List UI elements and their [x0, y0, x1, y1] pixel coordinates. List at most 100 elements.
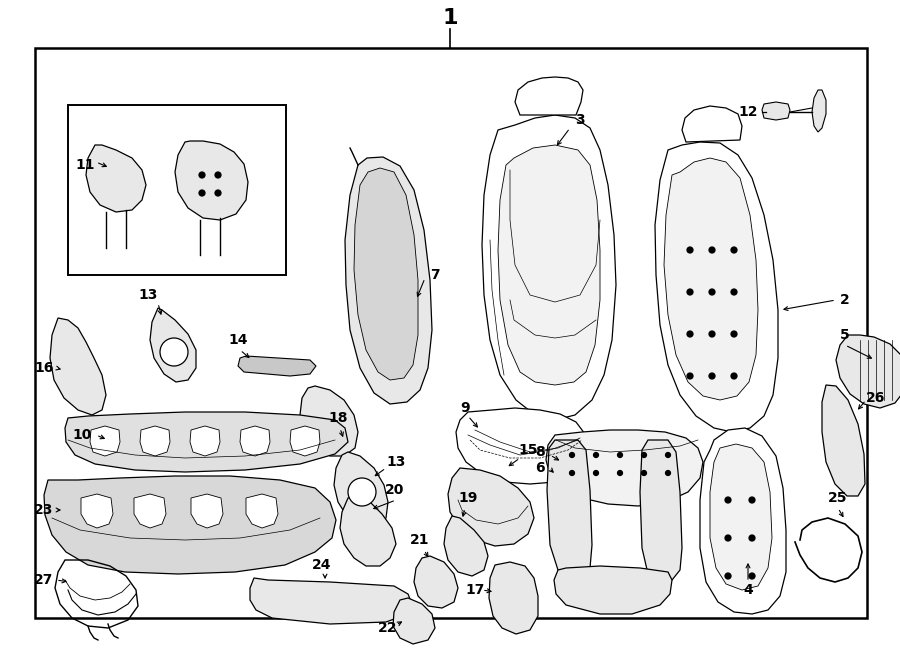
Text: 10: 10	[72, 428, 92, 442]
Polygon shape	[762, 102, 790, 120]
Polygon shape	[175, 141, 248, 220]
Polygon shape	[414, 556, 458, 608]
Circle shape	[570, 471, 574, 475]
Circle shape	[348, 478, 376, 506]
Circle shape	[709, 373, 715, 379]
Text: 6: 6	[536, 461, 544, 475]
Polygon shape	[238, 356, 316, 376]
Polygon shape	[140, 426, 170, 456]
Text: 16: 16	[34, 361, 54, 375]
Text: 15: 15	[518, 443, 538, 457]
Polygon shape	[640, 440, 682, 582]
Circle shape	[687, 331, 693, 337]
Circle shape	[709, 331, 715, 337]
Text: 14: 14	[229, 333, 248, 347]
Polygon shape	[290, 426, 320, 456]
Circle shape	[215, 172, 221, 178]
Text: 2: 2	[840, 293, 850, 307]
Polygon shape	[498, 145, 600, 385]
Text: 12: 12	[738, 105, 758, 119]
Text: 22: 22	[378, 621, 398, 635]
Polygon shape	[86, 145, 146, 212]
Polygon shape	[340, 496, 396, 566]
Circle shape	[749, 573, 755, 579]
Polygon shape	[700, 428, 786, 614]
Polygon shape	[300, 386, 358, 456]
Text: 17: 17	[465, 583, 485, 597]
Circle shape	[725, 573, 731, 579]
Circle shape	[709, 289, 715, 295]
Bar	[35, 48, 867, 618]
Polygon shape	[546, 430, 703, 506]
Text: 26: 26	[867, 391, 886, 405]
Circle shape	[215, 190, 221, 196]
Circle shape	[687, 373, 693, 379]
Circle shape	[199, 190, 205, 196]
Polygon shape	[482, 115, 616, 420]
Polygon shape	[554, 566, 672, 614]
Text: 7: 7	[430, 268, 440, 282]
Circle shape	[725, 497, 731, 503]
Circle shape	[687, 289, 693, 295]
Polygon shape	[191, 494, 223, 528]
Circle shape	[749, 535, 755, 541]
Text: 24: 24	[312, 558, 332, 572]
Circle shape	[731, 289, 737, 295]
Polygon shape	[682, 106, 742, 142]
Polygon shape	[448, 468, 534, 546]
Polygon shape	[65, 412, 348, 472]
Circle shape	[687, 247, 693, 253]
Circle shape	[725, 535, 731, 541]
Text: 3: 3	[575, 113, 585, 127]
Polygon shape	[456, 408, 588, 484]
Polygon shape	[836, 335, 900, 408]
Text: 20: 20	[385, 483, 405, 497]
Polygon shape	[812, 90, 826, 132]
Circle shape	[665, 471, 670, 475]
Circle shape	[709, 247, 715, 253]
Circle shape	[160, 338, 188, 366]
Text: 1: 1	[442, 8, 458, 28]
Text: 25: 25	[828, 491, 848, 505]
Bar	[68, 105, 286, 275]
Text: 18: 18	[328, 411, 347, 425]
Circle shape	[593, 453, 598, 457]
Polygon shape	[334, 452, 388, 528]
Text: 23: 23	[34, 503, 54, 517]
Polygon shape	[664, 158, 758, 400]
Circle shape	[731, 373, 737, 379]
Circle shape	[642, 471, 646, 475]
Text: 8: 8	[536, 445, 544, 459]
Text: 19: 19	[458, 491, 478, 505]
Polygon shape	[655, 142, 778, 432]
Polygon shape	[44, 476, 336, 574]
Polygon shape	[393, 598, 435, 644]
Polygon shape	[444, 516, 488, 576]
Polygon shape	[354, 168, 418, 380]
Polygon shape	[345, 157, 432, 404]
Circle shape	[731, 247, 737, 253]
Text: 21: 21	[410, 533, 430, 547]
Circle shape	[617, 471, 623, 475]
Text: 9: 9	[460, 401, 470, 415]
Text: 13: 13	[139, 288, 158, 302]
Polygon shape	[547, 440, 592, 578]
Polygon shape	[710, 444, 772, 590]
Text: 13: 13	[386, 455, 406, 469]
Circle shape	[642, 453, 646, 457]
Polygon shape	[246, 494, 278, 528]
Polygon shape	[515, 77, 583, 115]
Polygon shape	[250, 578, 412, 624]
Circle shape	[199, 172, 205, 178]
Polygon shape	[50, 318, 106, 415]
Polygon shape	[90, 426, 120, 456]
Circle shape	[731, 331, 737, 337]
Text: 27: 27	[34, 573, 54, 587]
Polygon shape	[134, 494, 166, 528]
Polygon shape	[150, 308, 196, 382]
Circle shape	[593, 471, 598, 475]
Circle shape	[570, 453, 574, 457]
Polygon shape	[190, 426, 220, 456]
Circle shape	[749, 497, 755, 503]
Polygon shape	[489, 562, 538, 634]
